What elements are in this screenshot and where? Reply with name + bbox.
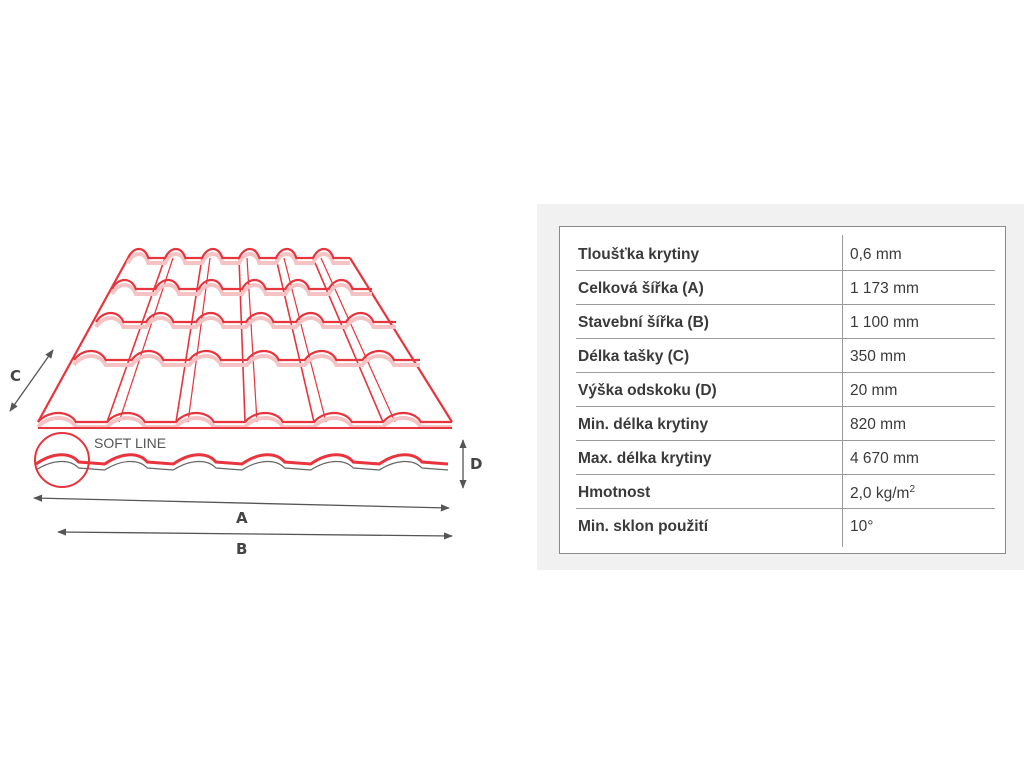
spec-label: Tloušťka krytiny xyxy=(578,246,700,263)
dimension-c-label: C xyxy=(10,367,21,385)
dimension-c-arrow xyxy=(9,349,54,412)
spec-label: Stavební šířka (B) xyxy=(578,314,709,331)
roof-tile-sheet xyxy=(36,247,453,429)
tile-rib-inner xyxy=(118,257,174,423)
spec-value: 2,0 kg/m2 xyxy=(850,484,916,503)
tile-rib xyxy=(275,257,315,423)
spec-label: Výška odskoku (D) xyxy=(578,382,717,399)
spec-value: 350 mm xyxy=(850,348,906,365)
spec-row-min-slope: Min. sklon použití 10° xyxy=(560,509,1005,543)
spec-label: Min. sklon použití xyxy=(578,518,709,535)
profile-underline xyxy=(35,460,449,471)
dimension-a-arrow xyxy=(33,494,450,512)
spec-value: 4 670 mm xyxy=(850,450,919,467)
tile-step-shadow xyxy=(72,354,420,367)
tile-step xyxy=(95,311,396,324)
tile-step xyxy=(127,247,350,260)
spec-row-total-width: Celková šířka (A) 1 173 mm xyxy=(560,271,1005,305)
tile-step xyxy=(73,349,420,362)
dimension-a-label: A xyxy=(236,509,248,527)
sheet-left-edge xyxy=(37,257,129,423)
tile-step-shadow xyxy=(110,283,372,296)
spec-label: Min. délka krytiny xyxy=(578,416,709,433)
spec-label: Max. délka krytiny xyxy=(578,450,712,467)
spec-row-min-length: Min. délka krytiny 820 mm xyxy=(560,407,1005,441)
sheet-right-edge xyxy=(349,257,453,423)
tile-rib xyxy=(175,257,203,423)
spec-value: 1 173 mm xyxy=(850,280,919,297)
tile-rib xyxy=(106,257,166,423)
spec-value-superscript: 2 xyxy=(909,484,916,495)
tile-profile xyxy=(35,453,449,471)
tile-step-shadow xyxy=(126,252,350,265)
dimension-d-label: D xyxy=(470,455,482,473)
spec-row-building-width: Stavební šířka (B) 1 100 mm xyxy=(560,305,1005,339)
spec-label: Hmotnost xyxy=(578,484,651,501)
dimension-b-arrow xyxy=(57,528,453,540)
tile-step-shadow xyxy=(94,316,396,329)
spec-value: 820 mm xyxy=(850,416,906,433)
soft-line-label: SOFT LINE xyxy=(94,435,166,451)
spec-panel: Tloušťka krytiny 0,6 mm Celková šířka (A… xyxy=(537,204,1024,570)
tile-rib-inner xyxy=(320,257,396,423)
spec-row-tile-length: Délka tašky (C) 350 mm xyxy=(560,339,1005,373)
soft-line-detail-circle xyxy=(34,432,90,488)
tile-rib xyxy=(238,257,246,423)
spec-row-max-length: Max. délka krytiny 4 670 mm xyxy=(560,441,1005,475)
spec-value: 0,6 mm xyxy=(850,246,902,263)
spec-row-weight: Hmotnost 2,0 kg/m2 xyxy=(560,475,1005,509)
tile-rib xyxy=(312,257,384,423)
spec-table: Tloušťka krytiny 0,6 mm Celková šířka (A… xyxy=(559,226,1006,554)
column-divider xyxy=(842,235,843,547)
spec-row-thickness: Tloušťka krytiny 0,6 mm xyxy=(560,237,1005,271)
spec-value: 20 mm xyxy=(850,382,898,399)
tile-step xyxy=(37,411,452,424)
profile-line xyxy=(35,453,449,466)
tile-rib-inner xyxy=(187,257,211,423)
tile-step xyxy=(111,278,372,291)
spec-row-step-height: Výška odskoku (D) 20 mm xyxy=(560,373,1005,407)
spec-label: Celková šířka (A) xyxy=(578,280,704,297)
spec-value: 1 100 mm xyxy=(850,314,919,331)
spec-label: Délka tašky (C) xyxy=(578,348,690,365)
dimension-b-label: B xyxy=(236,540,247,558)
spec-value: 10° xyxy=(850,518,874,535)
